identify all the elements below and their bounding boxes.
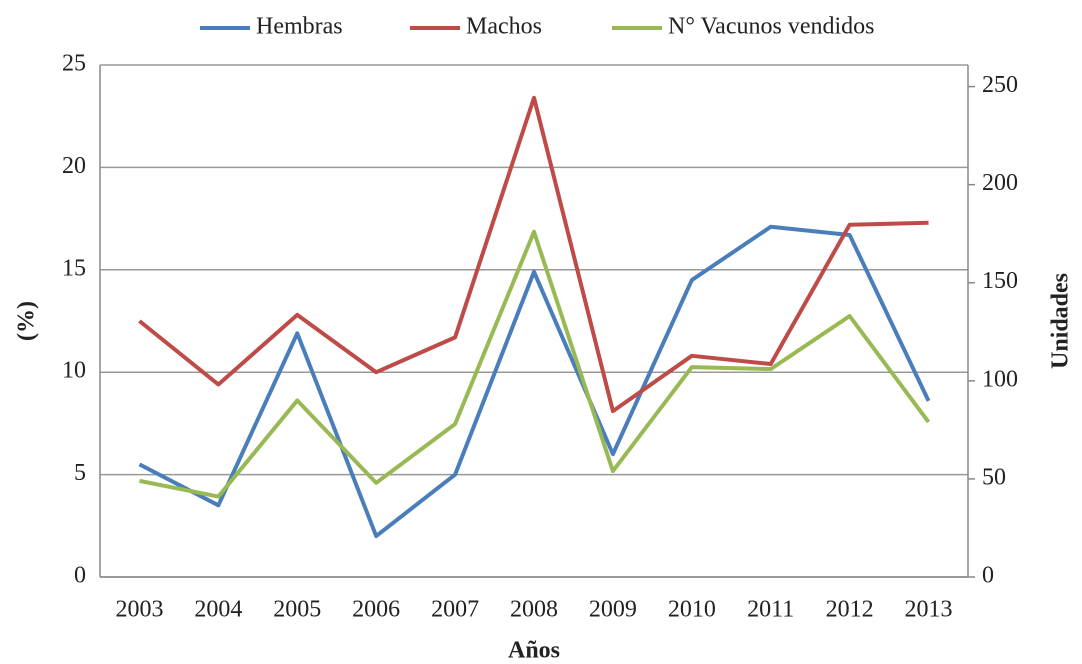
series-line [138,95,929,414]
y-tick-label: 25 [62,51,86,77]
y2-axis-title: Unidades [1048,273,1074,369]
legend-label: Machos [466,14,542,40]
x-axis-title: Años [508,638,560,664]
y-axis-title: (%) [14,301,40,341]
y2-tick-label: 50 [982,464,1006,490]
x-tick-label: 2009 [589,597,637,623]
y-tick-label: 20 [62,153,86,179]
x-tick-label: 2006 [352,597,400,623]
x-tick-label: 2013 [905,597,953,623]
y-tick-label: 5 [74,460,86,486]
y-tick-label: 10 [62,358,86,384]
y2-tick-label: 100 [982,366,1018,392]
y2-tick-label: 200 [982,170,1018,196]
x-tick-label: 2011 [747,597,794,623]
y2-tick-label: 0 [982,563,994,589]
y2-tick-label: 150 [982,268,1018,294]
y-tick-label: 0 [74,563,86,589]
x-tick-label: 2005 [273,597,321,623]
x-tick-label: 2004 [194,597,242,623]
x-tick-label: 2007 [431,597,479,623]
legend-label: Hembras [256,14,343,40]
series-line [139,229,931,499]
x-tick-label: 2003 [115,597,163,623]
series-line [138,224,931,539]
y-tick-label: 15 [62,255,86,281]
x-tick-label: 2012 [826,597,874,623]
legend-label: N° Vacunos vendidos [668,14,874,40]
x-tick-label: 2010 [668,597,716,623]
y2-tick-label: 250 [982,72,1018,98]
x-tick-label: 2008 [510,597,558,623]
